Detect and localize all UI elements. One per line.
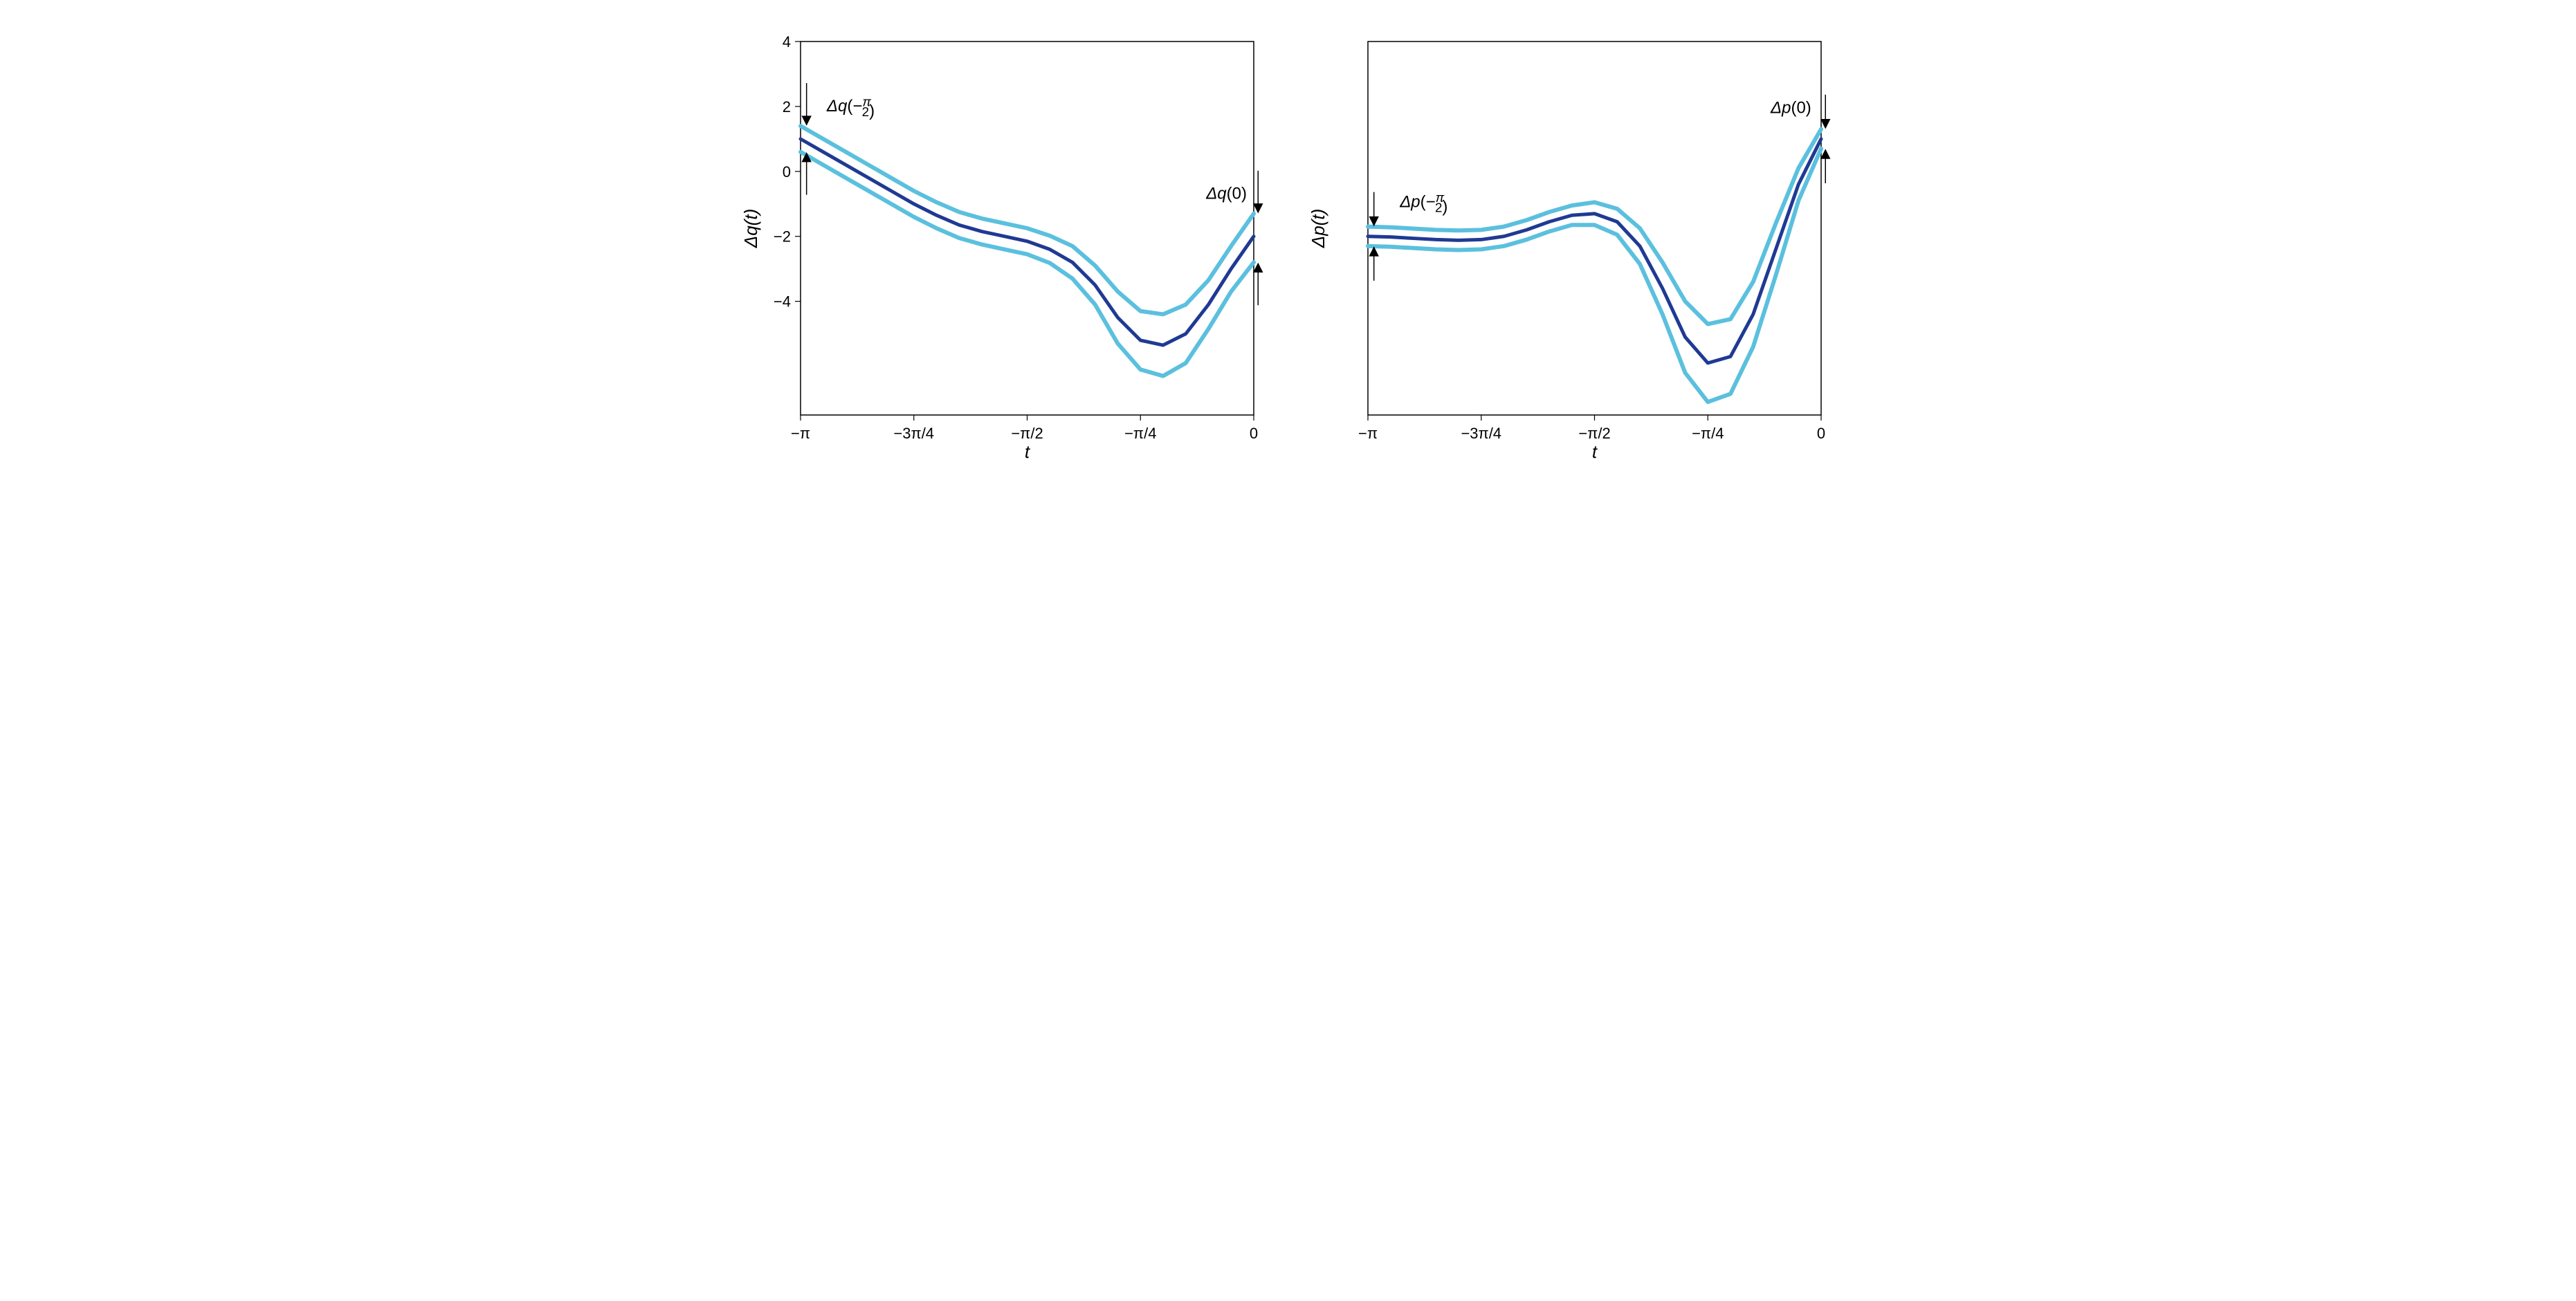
curve-upper [801,126,1254,314]
xtick-label: 0 [1249,425,1257,442]
xlabel: t [1024,441,1030,462]
xtick-label: −π [1358,425,1377,442]
xtick-label: −3π/4 [1461,425,1501,442]
xtick-label: −3π/4 [893,425,934,442]
ytick-label: −2 [773,228,790,246]
xtick-label: −π/4 [1692,425,1724,442]
curve-mid [801,139,1254,345]
xtick-label: −π/2 [1578,425,1610,442]
ytick-label: 4 [782,33,790,50]
ytick-label: 0 [782,163,790,181]
curve-lower [801,152,1254,376]
curve-lower [1368,149,1821,402]
chart-delta-p: −π −3π/4 −π/2 −π/4 0 Δp(t) t Δp(−π2) Δp(0) [1309,28,1835,470]
panel-right: −π −3π/4 −π/2 −π/4 0 Δp(t) t Δp(−π2) Δp(0) [1309,28,1835,470]
xlabel: t [1591,441,1598,462]
panel-left: −4 −2 0 2 4 −π −3π/4 −π/2 −π/4 0 Δq(t) t Δq(−π2) Δq(0… [742,28,1268,470]
ytick-label: 2 [782,98,790,116]
ylabel: Δq(t) [740,209,761,248]
xtick-label: −π [790,425,810,442]
ytick-label: −4 [773,293,790,311]
annotation-text: Δp(0) [1770,98,1811,117]
annotation-text: Δq(0) [1205,185,1247,203]
annotation-text: Δq(−π2) [825,94,874,120]
chart-delta-q: −4 −2 0 2 4 −π −3π/4 −π/2 −π/4 0 Δq(t) t Δq(−π2) Δq(0… [742,28,1268,470]
xtick-label: −π/4 [1124,425,1156,442]
xtick-label: 0 [1816,425,1825,442]
figure-container: −4 −2 0 2 4 −π −3π/4 −π/2 −π/4 0 Δq(t) t Δq(−π2) Δq(0… [0,0,2576,498]
xtick-label: −π/2 [1011,425,1043,442]
ylabel: Δp(t) [1308,209,1328,248]
annotation-text: Δp(−π2) [1399,190,1447,216]
